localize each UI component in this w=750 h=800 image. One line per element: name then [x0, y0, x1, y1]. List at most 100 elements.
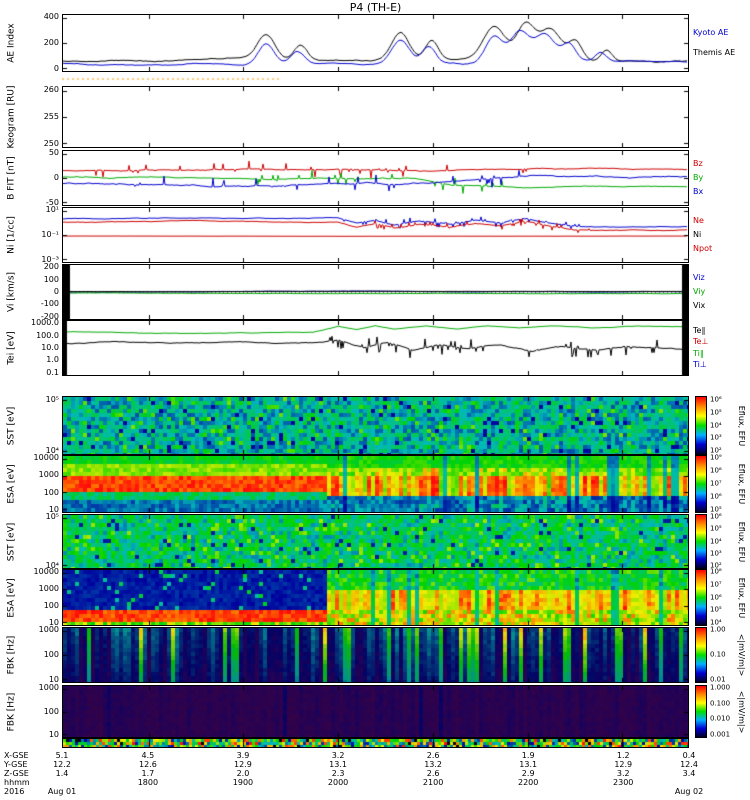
colorbar-tick-label: 10⁶ [710, 492, 722, 501]
colorbar-unit-label: Eflux, EFU [737, 405, 746, 446]
bottom-strip-chart-canvas [63, 739, 688, 747]
y-tick-label: 200 [43, 262, 59, 272]
series-label: Ti⊥ [693, 359, 707, 369]
colorbar-tick-label: 10⁶ [710, 593, 722, 601]
sst-i-chart-canvas [63, 515, 688, 568]
y-tick-label: 10 [48, 729, 59, 739]
y-tick-label: 1000 [38, 470, 59, 480]
colorbar-tick-label: 10² [710, 446, 722, 455]
panel-sst-i [62, 514, 689, 569]
y-tick-label: -100 [40, 299, 59, 309]
panel-ylabel-esa-i: ESA [eV] [6, 577, 17, 618]
ephemeris-cell: 2100 [422, 778, 444, 787]
panel-keogram [62, 86, 689, 148]
y-tick-label: 10 [48, 617, 59, 627]
ephemeris-cell: 2.6 [426, 769, 440, 778]
colorbar-tick-label: 10⁵ [710, 524, 722, 533]
panel-bfit [62, 150, 689, 206]
ephemeris-cell: 12.4 [680, 760, 698, 769]
plot-title: P4 (TH-E) [349, 1, 402, 14]
sst-e-chart-canvas [63, 397, 688, 454]
y-tick-label: 100 [43, 600, 59, 610]
colorbar-tick-label: 10⁴ [710, 618, 722, 627]
y-tick-label: 10⁵ [45, 512, 59, 522]
y-tick-label: 10¹ [45, 205, 59, 215]
y-tick-label: 1000 [38, 584, 59, 594]
y-tick-label: 255 [43, 112, 59, 121]
te-chart-canvas [63, 321, 688, 375]
ephemeris-row-label: 2016 [4, 787, 25, 796]
y-tick-label: 1000 [38, 683, 59, 693]
y-tick-label: -50 [45, 197, 59, 207]
ephemeris-row-label: X-GSE [4, 751, 29, 760]
y-tick-label: 400 [43, 12, 59, 22]
ephemeris-cell: 13.1 [519, 760, 538, 769]
ephemeris-cell: 2200 [517, 778, 539, 787]
ephemeris-cell: 3.9 [236, 751, 250, 760]
y-tick-label: 0.1 [46, 367, 59, 377]
ephemeris-cell: 12.2 [53, 760, 71, 769]
vi-chart-canvas [63, 265, 688, 319]
panel-ylabel-sst-i: SST [eV] [6, 522, 17, 561]
ephemeris-cell: 1800 [137, 778, 159, 787]
y-tick-label: 200 [43, 38, 59, 47]
panel-fbk-e [62, 627, 689, 683]
series-label: Te∥ [693, 326, 706, 336]
panel-fbk-b [62, 685, 689, 738]
colorbar-tick-label: 0.10 [710, 650, 726, 659]
y-tick-label: 1.0 [46, 355, 59, 365]
y-tick-label: 10⁻¹ [41, 230, 59, 239]
colorbar-tick-label: 10⁶ [710, 395, 722, 404]
colorbar-unit-label: Eflux, EFU [737, 521, 746, 562]
colorbar [695, 396, 707, 455]
ephemeris-cell: 13.1 [329, 760, 347, 769]
panel-vi [62, 264, 689, 320]
ephemeris-cell: 1.2 [616, 751, 630, 760]
ephemeris-cell: 2.6 [426, 751, 440, 760]
series-label: Ni [693, 230, 702, 239]
bfit-chart-canvas [63, 151, 688, 205]
ephemeris-cell: 2.9 [521, 769, 535, 778]
colorbar-unit-label: Eflux, EFU [737, 577, 746, 618]
ephemeris-cell: 5.1 [55, 751, 69, 760]
ephemeris-cell: 4.5 [141, 751, 155, 760]
colorbar-unit-label: <|mV/m|> [737, 690, 746, 733]
ephemeris-row-label: Z-GSE [4, 769, 29, 778]
ephemeris-cell: Aug 01 [47, 787, 77, 796]
panel-ylabel-esa-e: ESA [eV] [6, 464, 17, 504]
panel-esa-e [62, 455, 689, 513]
series-label: Ne [693, 216, 704, 225]
colorbar [695, 627, 707, 683]
colorbar-tick-label: 10⁸ [710, 466, 722, 475]
series-label: Bz [693, 159, 703, 168]
ephemeris-cell: 3.2 [616, 769, 630, 778]
ephemeris-cell: 1.9 [521, 751, 535, 760]
colorbar-tick-label: 10⁵ [710, 505, 722, 514]
colorbar-tick-label: 10⁷ [710, 479, 722, 488]
colorbar-tick-label: 10⁹ [710, 453, 722, 462]
colorbar-tick-label: 0.010 [710, 714, 731, 723]
ephemeris-cell: 12.9 [234, 760, 252, 769]
flag-chart-canvas [62, 72, 689, 86]
y-tick-label: 10 [48, 674, 59, 684]
series-label: Ti∥ [693, 348, 704, 358]
ephemeris-cell: 1900 [232, 778, 254, 787]
colorbar-tick-label: 0.100 [710, 699, 731, 708]
ephemeris-cell: 2.3 [331, 769, 345, 778]
y-tick-label: 100 [43, 487, 59, 497]
panel-ae [62, 14, 689, 72]
series-label: By [693, 173, 704, 182]
colorbar-tick-label: 10⁴ [710, 537, 722, 545]
fbk-b-chart-canvas [63, 686, 688, 737]
colorbar-tick-label: 10⁴ [710, 421, 722, 429]
series-label: Kyoto AE [693, 28, 729, 38]
series-label: Bx [693, 187, 704, 196]
series-label: Viy [693, 287, 706, 296]
y-tick-label: 0 [53, 173, 59, 182]
ephemeris-cell: 12.9 [614, 760, 633, 769]
ephemeris-cell: 1.7 [141, 769, 155, 778]
panel-esa-i [62, 569, 689, 626]
y-tick-label: 100 [43, 706, 59, 716]
y-tick-label: 1000 [38, 625, 59, 635]
colorbar [695, 514, 707, 569]
